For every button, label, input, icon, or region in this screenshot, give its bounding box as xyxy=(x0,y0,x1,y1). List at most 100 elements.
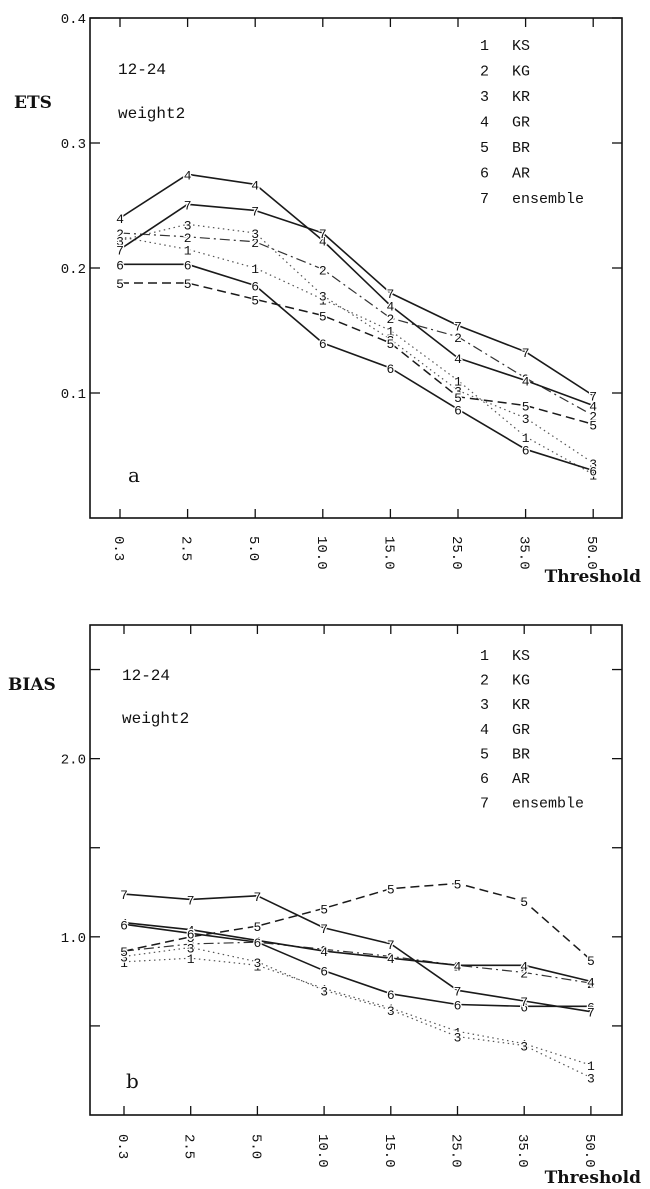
panel-b-data-point-gr: 4 xyxy=(320,945,328,960)
panel-a-x-axis-label: Threshold xyxy=(545,567,642,587)
panel-b-data-point-kg: 2 xyxy=(454,959,462,974)
panel-b-data-point-br: 5 xyxy=(387,883,395,898)
panel-b-data-point-kg: 2 xyxy=(587,977,595,992)
panel-a-data-point-br: 5 xyxy=(116,277,124,292)
panel-a-data-point-kr: 3 xyxy=(251,227,259,242)
panel-b-legend-label: KG xyxy=(512,673,530,690)
panel-b-data-point-ensemble: 7 xyxy=(387,938,395,953)
panel-b-data-point-kr: 3 xyxy=(187,942,195,957)
panel-a-y-tick-label: 0.2 xyxy=(61,262,86,278)
panel-b-data-point-ensemble: 7 xyxy=(520,995,528,1010)
panel-a-series-line-br xyxy=(120,282,594,426)
panel-b-data-point-kr: 3 xyxy=(387,1004,395,1019)
panel-a-data-point-kg: 2 xyxy=(454,331,462,346)
panel-b-series-line-br xyxy=(123,882,592,961)
panel-a-data-point-ks: 1 xyxy=(251,262,259,277)
panel-a-data-point-ensemble: 7 xyxy=(454,320,462,335)
panel-b-data-point-br: 5 xyxy=(320,902,328,917)
panel-b-data-point-ar: 6 xyxy=(120,918,128,933)
panel-b-data-point-ar: 6 xyxy=(520,1000,528,1015)
panel-b-data-point-ks: 1 xyxy=(520,1038,528,1053)
panel-b-series-line-kg xyxy=(123,941,591,984)
panel-b-data-point-gr: 4 xyxy=(187,924,195,939)
panel-a-series-line-gr xyxy=(119,173,594,407)
panel-a-data-point-kg: 2 xyxy=(522,372,530,387)
panel-b-data-point-ensemble: 7 xyxy=(320,922,328,937)
panel-a-legend-marker: 1 xyxy=(480,38,489,55)
panel-b-legend-label: BR xyxy=(512,746,530,763)
panel-b-series-line-gr xyxy=(123,921,592,983)
panel-b-data-point-br: 5 xyxy=(520,895,528,910)
panel-b-data-point-br: 5 xyxy=(253,920,261,935)
panel-a-legend-label: ensemble xyxy=(512,191,584,208)
panel-b-data-point-ks: 1 xyxy=(120,956,128,971)
panel-b-data-point-ks: 1 xyxy=(454,1025,462,1040)
panel-b-data-point-ensemble: 7 xyxy=(120,888,128,903)
panel-b-data-point-kg: 2 xyxy=(253,936,261,951)
panel-a-data-point-kr: 3 xyxy=(589,457,597,472)
panel-a-x-tick-label: 10.0 xyxy=(313,536,329,570)
panel-a-data-point-br: 5 xyxy=(386,337,394,352)
panel-a-x-tick-label: 50.0 xyxy=(583,536,599,570)
panel-b-x-tick-label: 50.0 xyxy=(581,1134,597,1168)
panel-a-data-point-kg: 2 xyxy=(589,410,597,425)
panel-b-data-point-ar: 6 xyxy=(387,988,395,1003)
panel-b-data-point-kr: 3 xyxy=(520,1040,528,1055)
panel-b-data-point-ensemble: 7 xyxy=(454,984,462,999)
panel-b-legend-marker: 2 xyxy=(480,673,489,690)
panel-a-legend-label: AR xyxy=(512,166,530,183)
panel-b-data-point-ar: 6 xyxy=(587,1000,595,1015)
panel-b-legend: 1 KS 2 KG 3 KR 4 GR 5 BR 6 AR 7 ensemble xyxy=(480,648,584,813)
panel-a-series-line-ar xyxy=(120,263,594,472)
panel-a-data-point-kg: 2 xyxy=(251,236,259,251)
panel-b-data-point-ar: 6 xyxy=(253,936,261,951)
panel-a-data-point-br: 5 xyxy=(319,310,327,325)
panel-b-legend-marker: 1 xyxy=(480,648,489,665)
panel-a-annotation-period: 12-24 xyxy=(118,61,166,79)
panel-a-data-point-ar: 6 xyxy=(386,362,394,377)
panel-a-data-point-kr: 3 xyxy=(386,333,394,348)
panel-b-legend-marker: 4 xyxy=(480,722,489,739)
panel-b-data-point-kg: 2 xyxy=(520,966,528,981)
panel-a-data-point-ks: 1 xyxy=(116,231,124,246)
panel-b-data-point-kr: 3 xyxy=(454,1031,462,1046)
panel-a-data-point-ensemble: 7 xyxy=(319,227,327,242)
panel-a-data-point-br: 5 xyxy=(454,391,462,406)
panel-b-x-axis-label: Threshold xyxy=(545,1168,642,1188)
panel-b-y-axis-label: BIAS xyxy=(8,675,56,695)
panel-b-frame xyxy=(89,624,623,1116)
panel-a-series-line-kr xyxy=(119,223,594,464)
panel-a-series-line-ensemble xyxy=(119,203,594,397)
panel-b-legend-label: GR xyxy=(512,722,530,739)
panel-a-x-tick-label: 35.0 xyxy=(516,536,532,570)
panel-b-y-tick-label: 1.0 xyxy=(61,931,86,947)
panel-a-legend-marker: 4 xyxy=(480,115,489,132)
panel-b-x-tick-label: 10.0 xyxy=(314,1134,330,1168)
panel-a-data-point-gr: 4 xyxy=(589,400,597,415)
panel-b-legend-marker: 7 xyxy=(480,796,489,813)
panel-a-data-point-kr: 3 xyxy=(184,218,192,233)
panel-b-data-point-gr: 4 xyxy=(587,975,595,990)
panel-a-data-point-kg: 2 xyxy=(116,227,124,242)
panel-a-data-point-ar: 6 xyxy=(454,403,462,418)
panel-b-data-point-kg: 2 xyxy=(187,938,195,953)
panel-a-legend-label: KS xyxy=(512,38,530,55)
panel-b-data-point-kr: 3 xyxy=(587,1072,595,1087)
panel-a-data-point-ensemble: 7 xyxy=(116,243,124,258)
panel-b-x-tick-label: 15.0 xyxy=(381,1134,397,1168)
panel-b-data-point-kr: 3 xyxy=(320,984,328,999)
panel-b-series-line-ar xyxy=(123,923,591,1008)
panel-b-data-point-br: 5 xyxy=(587,954,595,969)
panel-a-data-point-gr: 4 xyxy=(184,168,192,183)
panel-a-data-point-ensemble: 7 xyxy=(589,390,597,405)
panel-b-series-line-kr xyxy=(123,946,592,1079)
panel-a-data-point-ks: 1 xyxy=(184,243,192,258)
panel-a-x-tick-label: 2.5 xyxy=(178,536,194,561)
panel-a-legend-label: GR xyxy=(512,115,530,132)
panel-b-legend-label: KR xyxy=(512,697,530,714)
panel-b-data-point-ar: 6 xyxy=(187,927,195,942)
panel-a-data-point-gr: 4 xyxy=(251,178,259,193)
panel-a-data-point-ks: 1 xyxy=(522,431,530,446)
